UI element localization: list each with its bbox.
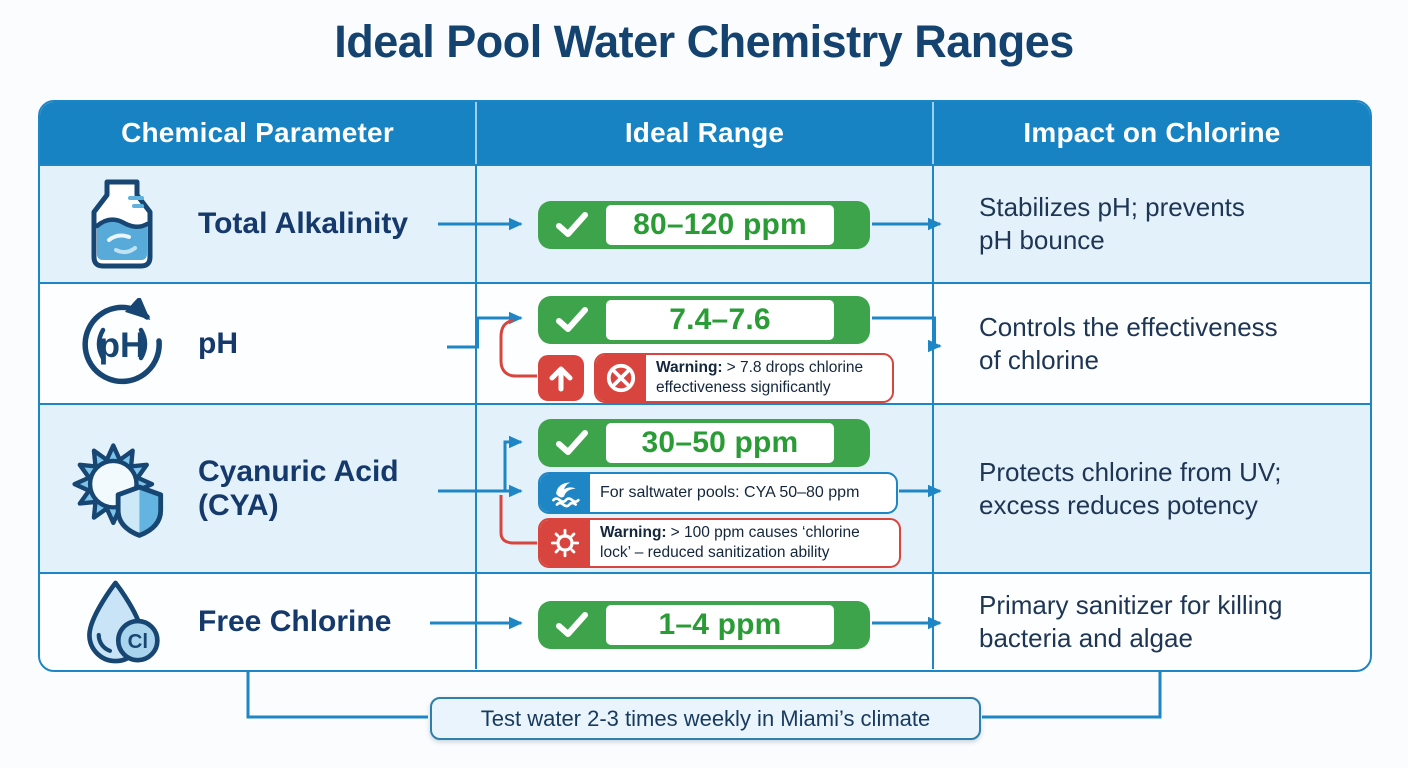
- cya-warning-callout: Warning: > 100 ppm causes ‘chlorine lock’…: [538, 518, 901, 568]
- table-row-cyanuric-acid: Cyanuric Acid (CYA) 30–50 ppm: [40, 403, 1370, 572]
- wave-icon: [540, 474, 590, 512]
- footer-note-text: Test water 2-3 times weekly in Miami’s c…: [480, 705, 931, 731]
- droplet-chlorine-icon: Cl: [62, 577, 182, 667]
- ideal-range-value: 30–50 ppm: [606, 423, 834, 463]
- impact-text: Primary sanitizer for killing bacteria an…: [979, 589, 1283, 653]
- impact-text: Controls the effectiveness of chlorine: [979, 311, 1278, 375]
- beaker-icon: [62, 177, 182, 271]
- sun-shield-icon: [62, 433, 182, 545]
- saltwater-note-text: For saltwater pools: CYA 50–80 ppm: [600, 483, 860, 501]
- table-row-total-alkalinity: Total Alkalinity 80–120 ppm Stabilizes p…: [40, 164, 1370, 282]
- table-header: Chemical Parameter Ideal Range Impact on…: [40, 102, 1370, 164]
- ideal-range-value: 1–4 ppm: [606, 605, 834, 645]
- check-icon: [538, 201, 606, 249]
- parameter-name: Free Chlorine: [198, 604, 392, 638]
- ph-warning-callout: Warning: > 7.8 drops chlorine effectivene…: [594, 353, 894, 403]
- svg-text:Cl: Cl: [128, 630, 148, 653]
- table-row-free-chlorine: Cl Free Chlorine 1–4 ppm Primary sanitiz…: [40, 572, 1370, 669]
- sun-warning-icon: [540, 520, 590, 566]
- impact-text: Protects chlorine from UV; excess reduces…: [979, 456, 1282, 520]
- rising-ph-arrow-icon: [538, 355, 584, 401]
- table-row-ph: pH pH 7.4–7.6: [40, 282, 1370, 403]
- ideal-range-value: 7.4–7.6: [606, 300, 834, 340]
- check-icon: [538, 296, 606, 344]
- no-chlorine-icon: [596, 355, 646, 401]
- parameter-name: pH: [198, 326, 238, 360]
- warning-text: Warning: > 100 ppm causes ‘chlorine lock’…: [600, 524, 860, 561]
- saltwater-note-callout: For saltwater pools: CYA 50–80 ppm: [538, 472, 898, 514]
- ideal-range-badge: 1–4 ppm: [538, 601, 870, 649]
- ph-cycle-icon: pH: [62, 297, 182, 390]
- ideal-range-badge: 80–120 ppm: [538, 201, 870, 249]
- warning-text: Warning: > 7.8 drops chlorine effectivene…: [656, 359, 864, 396]
- check-icon: [538, 419, 606, 467]
- parameter-name: Total Alkalinity: [198, 207, 409, 241]
- ideal-range-badge: 7.4–7.6: [538, 296, 870, 344]
- page-title: Ideal Pool Water Chemistry Ranges: [334, 16, 1074, 67]
- footer-note: Test water 2-3 times weekly in Miami’s c…: [430, 697, 981, 740]
- header-impact-on-chlorine: Impact on Chlorine: [1023, 117, 1281, 148]
- parameter-name: Cyanuric Acid (CYA): [198, 454, 399, 522]
- impact-text: Stabilizes pH; prevents pH bounce: [979, 192, 1245, 255]
- header-chemical-parameter: Chemical Parameter: [40, 102, 477, 164]
- check-icon: [538, 601, 606, 649]
- svg-text:pH: pH: [99, 326, 146, 365]
- header-ideal-range: Ideal Range: [477, 102, 934, 164]
- chemistry-table: Chemical Parameter Ideal Range Impact on…: [38, 100, 1372, 672]
- ideal-range-badge: 30–50 ppm: [538, 419, 870, 467]
- ideal-range-value: 80–120 ppm: [606, 205, 834, 245]
